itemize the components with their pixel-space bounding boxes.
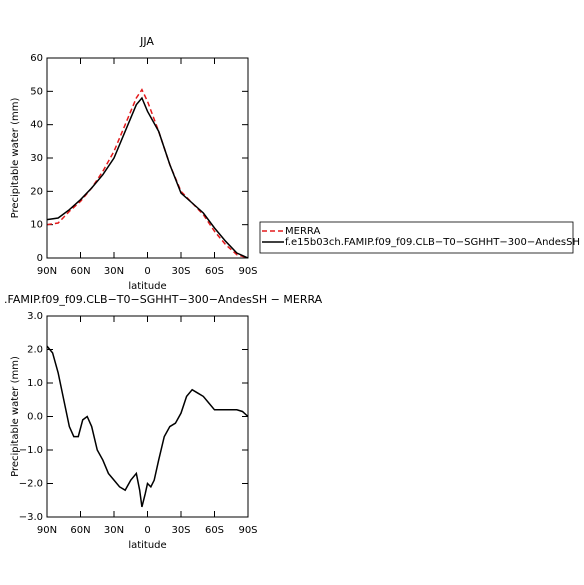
- x-tick-label: 30N: [104, 525, 124, 536]
- x-tick-label: 60S: [205, 266, 224, 277]
- y-tick-label: −2.0: [19, 479, 43, 490]
- x-tick-label: 90N: [37, 525, 57, 536]
- y-tick-label: 3.0: [27, 311, 43, 322]
- y-tick-label: 50: [30, 86, 43, 97]
- y-tick-label: 20: [30, 186, 43, 197]
- plot-frame: [46, 57, 249, 259]
- x-tick-label: 60S: [205, 525, 224, 536]
- x-tick-label: 90S: [238, 525, 257, 536]
- x-axis-label: latitude: [128, 540, 166, 551]
- y-tick-label: 0.0: [27, 412, 43, 423]
- y-tick-label: 60: [30, 53, 43, 64]
- y-tick-label: 0: [37, 253, 43, 264]
- y-tick-label: 10: [30, 220, 43, 231]
- x-tick-label: 30N: [104, 266, 124, 277]
- x-tick-label: 60N: [70, 266, 90, 277]
- plot-frame: [46, 315, 249, 518]
- x-tick-label: 90S: [238, 266, 257, 277]
- data-line: [46, 345, 249, 508]
- data-line: [46, 88, 249, 259]
- y-axis-label: Precipitable water (mm): [10, 356, 21, 477]
- chart-title: .FAMIP.f09_f09.CLB−T0−SGHHT−300−AndesSH …: [4, 293, 323, 306]
- y-tick-label: 2.0: [27, 345, 43, 356]
- y-tick-label: 40: [30, 120, 43, 131]
- data-line: [46, 96, 249, 259]
- y-tick-label: −1.0: [19, 445, 43, 456]
- y-axis-label: Precipitable water (mm): [10, 98, 21, 219]
- legend-label: MERRA: [285, 226, 320, 237]
- x-axis-label: latitude: [128, 281, 166, 292]
- y-tick-label: −3.0: [19, 512, 43, 523]
- y-tick-label: 1.0: [27, 378, 43, 389]
- chart-title: JJA: [139, 35, 154, 48]
- legend-box: [259, 221, 574, 254]
- x-tick-label: 30S: [171, 266, 190, 277]
- y-tick-label: 30: [30, 153, 43, 164]
- x-tick-label: 0: [144, 266, 150, 277]
- x-tick-label: 0: [144, 525, 150, 536]
- legend-label: f.e15b03ch.FAMIP.f09_f09.CLB−T0−SGHHT−30…: [285, 237, 580, 248]
- x-tick-label: 30S: [171, 525, 190, 536]
- x-tick-label: 60N: [70, 525, 90, 536]
- x-tick-label: 90N: [37, 266, 57, 277]
